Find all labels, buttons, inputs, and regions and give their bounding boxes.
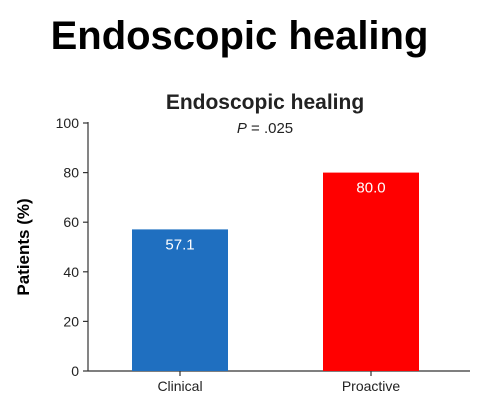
p-value-italic: P [237,120,247,137]
chart-title: Endoscopic healing [166,91,364,114]
y-tick-label: 80 [63,165,79,181]
data-label-proactive: 80.0 [356,180,385,197]
y-tick-label: 40 [63,264,79,280]
bar-proactive [323,172,419,371]
p-value-text: = .025 [247,120,293,137]
category-label-clinical: Clinical [157,378,202,394]
data-label-clinical: 57.1 [165,236,194,253]
category-label-proactive: Proactive [342,378,401,394]
y-tick-label: 0 [71,363,79,379]
y-tick-label: 60 [63,214,79,230]
plot-area: 0 20 40 60 80 100 57.1 Clinical 80.0 Proactive [56,115,470,394]
slide-title: Endoscopic healing [50,14,429,58]
y-axis-label: Patients (%) [14,198,33,295]
y-tick-label: 100 [56,115,80,131]
p-value-annotation: P = .025 [237,120,293,137]
y-tick-label: 20 [63,313,79,329]
bar-clinical [132,229,228,371]
